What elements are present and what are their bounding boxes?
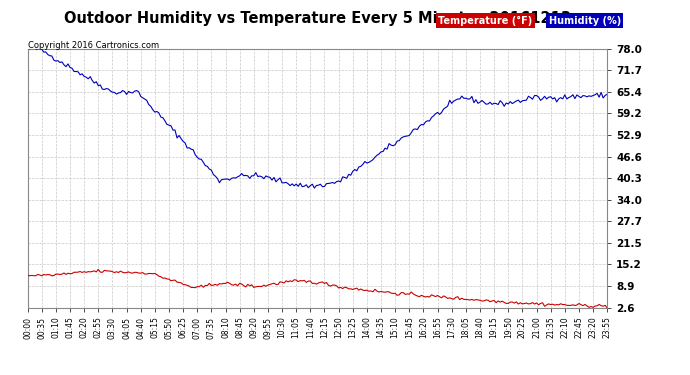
Text: Copyright 2016 Cartronics.com: Copyright 2016 Cartronics.com [28,41,159,50]
Text: Outdoor Humidity vs Temperature Every 5 Minutes 20161213: Outdoor Humidity vs Temperature Every 5 … [64,11,571,26]
Text: Temperature (°F): Temperature (°F) [438,16,533,26]
Text: Humidity (%): Humidity (%) [549,16,621,26]
